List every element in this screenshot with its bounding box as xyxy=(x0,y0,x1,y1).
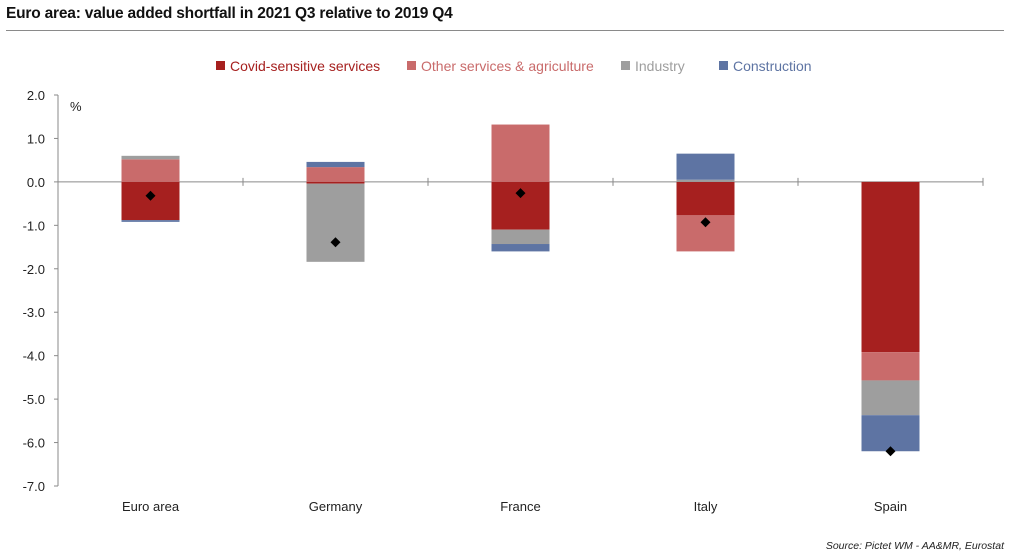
bar-segment xyxy=(676,181,735,216)
bar-segment xyxy=(676,153,735,180)
source-note: Source: Pictet WM - AA&MR, Eurostat xyxy=(825,540,1004,552)
y-tick-label: -1.0 xyxy=(23,218,45,233)
y-tick-label: 2.0 xyxy=(27,88,45,103)
total-marker xyxy=(145,190,156,201)
total-marker xyxy=(330,237,341,248)
bar-segment xyxy=(121,159,180,182)
y-tick-label: -2.0 xyxy=(23,262,45,277)
total-marker xyxy=(700,217,711,228)
bar-segment xyxy=(306,167,365,182)
bar-segment xyxy=(306,181,365,184)
y-axis: 2.0 1.0 0.0 -1.0 -2.0 -3.0 -4.0 -5.0 -6.0 -7.0% xyxy=(23,88,82,494)
y-unit-label: % xyxy=(70,99,82,114)
bar-segment xyxy=(121,155,180,160)
bar-segment xyxy=(861,352,920,381)
y-tick-label: -4.0 xyxy=(23,349,45,364)
bar-segment xyxy=(121,181,180,221)
total-marker xyxy=(515,188,526,199)
legend-item: Other services & agriculture xyxy=(407,58,594,74)
stacked-bar-chart: Covid-sensitive services Other services &… xyxy=(23,58,984,514)
bar-segment xyxy=(861,380,920,416)
bar-segment xyxy=(491,244,550,252)
y-tick-label: -6.0 xyxy=(23,436,45,451)
legend-item: Covid-sensitive services xyxy=(216,58,380,74)
legend-label: Industry xyxy=(635,58,685,74)
legend-item: Construction xyxy=(719,58,812,74)
bar-segment xyxy=(676,179,735,182)
bars xyxy=(121,124,920,452)
x-category-label: France xyxy=(500,499,540,514)
x-category-label: Euro area xyxy=(122,499,180,514)
bar-segment xyxy=(306,183,365,262)
bar-segment xyxy=(491,124,550,182)
legend-label: Other services & agriculture xyxy=(421,58,594,74)
chart-title: Euro area: value added shortfall in 2021… xyxy=(6,5,453,22)
bar-segment xyxy=(861,415,920,452)
legend-swatch xyxy=(407,61,416,70)
x-axis: Euro area Germany France Italy Spain xyxy=(58,177,984,514)
total-marker xyxy=(885,446,896,457)
x-category-label: Spain xyxy=(874,499,907,514)
bar-segment xyxy=(306,161,365,168)
y-tick-label: -7.0 xyxy=(23,479,45,494)
legend: Covid-sensitive services Other services &… xyxy=(216,58,812,74)
bar-segment xyxy=(861,181,920,353)
y-tick-label: 1.0 xyxy=(27,131,45,146)
total-markers xyxy=(145,188,896,457)
legend-swatch xyxy=(216,61,225,70)
x-category-label: Germany xyxy=(309,499,363,514)
y-tick-label: -3.0 xyxy=(23,305,45,320)
legend-item: Industry xyxy=(621,58,685,74)
legend-label: Covid-sensitive services xyxy=(230,58,380,74)
bar-segment xyxy=(121,220,180,222)
y-tick-label: -5.0 xyxy=(23,392,45,407)
y-tick-label: 0.0 xyxy=(27,175,45,190)
bar-segment xyxy=(491,229,550,245)
title-divider xyxy=(6,30,1004,31)
legend-swatch xyxy=(719,61,728,70)
x-category-label: Italy xyxy=(694,499,718,514)
legend-label: Construction xyxy=(733,58,812,74)
legend-swatch xyxy=(621,61,630,70)
